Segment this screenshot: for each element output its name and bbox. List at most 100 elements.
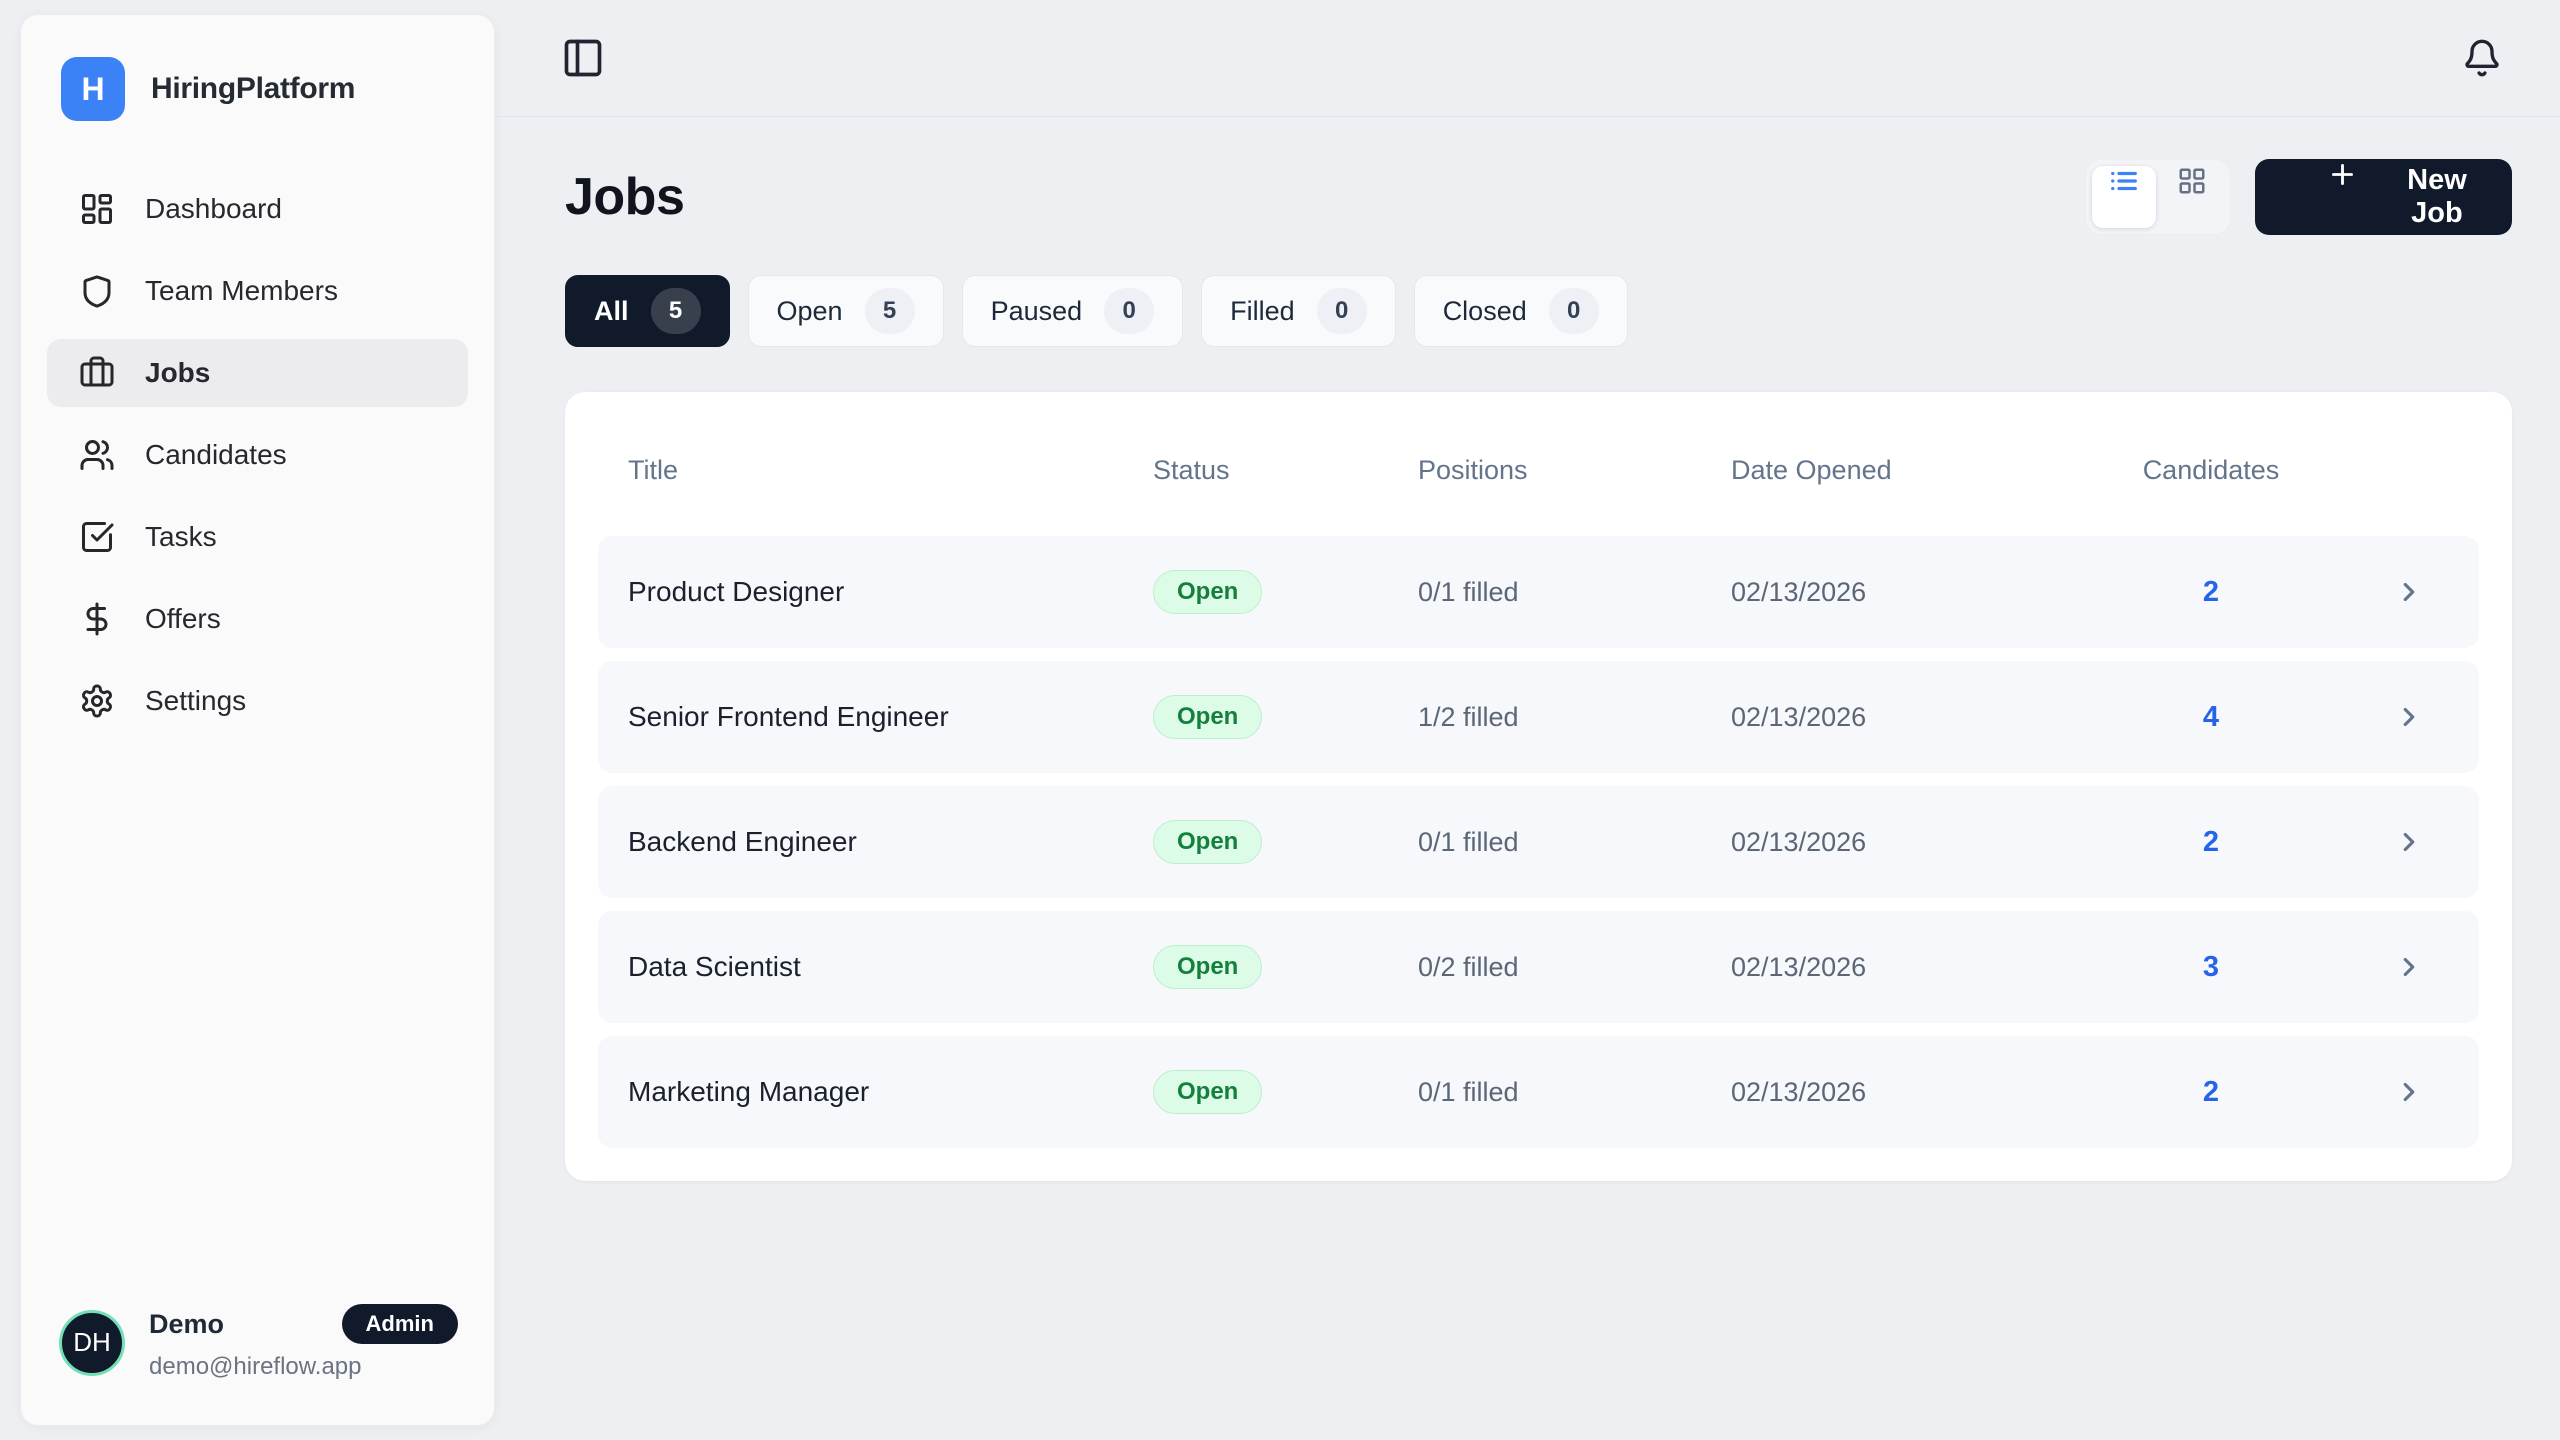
column-header-date-opened: Date Opened — [1731, 455, 1892, 485]
brand-name: HiringPlatform — [151, 72, 356, 105]
status-cell: Open — [1153, 1070, 1418, 1114]
table-row[interactable]: Data Scientist Open 0/2 filled 02/13/202… — [598, 911, 2479, 1023]
column-header-status: Status — [1153, 455, 1230, 485]
status-cell: Open — [1153, 945, 1418, 989]
layout-dashboard-icon — [79, 191, 115, 227]
table-row[interactable]: Backend Engineer Open 0/1 filled 02/13/2… — [598, 786, 2479, 898]
sidebar-item-label: Jobs — [145, 357, 211, 388]
sidebar-item-candidates[interactable]: Candidates — [47, 421, 468, 489]
filter-tab-count: 0 — [1316, 288, 1367, 334]
table-row[interactable]: Marketing Manager Open 0/1 filled 02/13/… — [598, 1036, 2479, 1148]
sidebar-item-settings[interactable]: Settings — [47, 667, 468, 735]
column-header-candidates: Candidates — [2142, 455, 2280, 485]
sidebar: H HiringPlatform Dashboard Team Members … — [20, 14, 495, 1426]
filter-tab-label: Filled — [1230, 295, 1295, 326]
table-row[interactable]: Senior Frontend Engineer Open 1/2 filled… — [598, 661, 2479, 773]
positions-cell: 0/1 filled — [1418, 576, 1519, 607]
brand-logo: H — [61, 57, 125, 121]
candidates-count-link[interactable]: 3 — [2202, 950, 2220, 983]
page-head: Jobs New Job — [565, 159, 2512, 235]
notifications-button[interactable] — [2462, 38, 2502, 78]
avatar-initials: DH — [73, 1327, 111, 1357]
job-title-cell: Backend Engineer — [628, 826, 857, 857]
role-badge: Admin — [341, 1304, 458, 1344]
status-badge: Open — [1153, 820, 1263, 864]
jobs-table-card: Title Status Positions Date Opened Candidate… — [565, 392, 2512, 1181]
filter-tab-paused[interactable]: Paused 0 — [961, 275, 1184, 347]
sidebar-item-team-members[interactable]: Team Members — [47, 257, 468, 325]
candidates-count-link[interactable]: 2 — [2202, 825, 2220, 858]
status-badge: Open — [1153, 1070, 1263, 1114]
filter-tab-label: Open — [776, 295, 843, 326]
gear-icon — [79, 683, 115, 719]
chevron-right-icon[interactable] — [2394, 952, 2449, 982]
avatar: DH — [59, 1309, 125, 1376]
job-title-cell: Marketing Manager — [628, 1076, 870, 1107]
sidebar-item-tasks[interactable]: Tasks — [47, 503, 468, 571]
date-opened-cell: 02/13/2026 — [1731, 951, 1867, 982]
filter-tab-all[interactable]: All 5 — [565, 275, 730, 347]
users-icon — [79, 437, 115, 473]
view-toggle-list[interactable] — [2091, 166, 2156, 228]
date-opened-cell: 02/13/2026 — [1731, 1076, 1867, 1107]
job-title-cell: Data Scientist — [628, 951, 801, 982]
chevron-right-icon[interactable] — [2394, 827, 2449, 857]
head-actions: New Job — [2084, 159, 2512, 235]
filter-tab-open[interactable]: Open 5 — [747, 275, 944, 347]
job-title-cell: Product Designer — [628, 576, 845, 607]
chevron-right-icon[interactable] — [2394, 1077, 2449, 1107]
candidates-count-link[interactable]: 2 — [2202, 575, 2220, 608]
filter-tab-closed[interactable]: Closed 0 — [1413, 275, 1628, 347]
filter-tab-filled[interactable]: Filled 0 — [1201, 275, 1396, 347]
filter-tabs: All 5 Open 5 Paused 0 Filled 0 Closed 0 — [565, 275, 2512, 347]
job-title-cell: Senior Frontend Engineer — [628, 701, 949, 732]
user-info: Demo Admin demo@hireflow.app — [149, 1304, 458, 1381]
positions-cell: 0/1 filled — [1418, 1076, 1519, 1107]
sidebar-item-label: Candidates — [145, 439, 287, 470]
date-opened-cell: 02/13/2026 — [1731, 576, 1867, 607]
user-name: Demo — [149, 1308, 225, 1339]
grid-view-icon — [2160, 166, 2224, 228]
sidebar-spacer — [21, 755, 494, 1274]
table-body: Product Designer Open 0/1 filled 02/13/2… — [598, 536, 2479, 1148]
bell-icon — [2462, 38, 2502, 78]
status-cell: Open — [1153, 695, 1418, 739]
sidebar-item-offers[interactable]: Offers — [47, 585, 468, 653]
user-block[interactable]: DH Demo Admin demo@hireflow.app — [21, 1274, 494, 1425]
chevron-right-icon[interactable] — [2394, 702, 2449, 732]
sidebar-item-jobs[interactable]: Jobs — [47, 339, 468, 407]
candidates-count-link[interactable]: 2 — [2202, 1075, 2220, 1108]
view-toggle-grid[interactable] — [2160, 166, 2224, 228]
chevron-right-icon[interactable] — [2394, 577, 2449, 607]
status-cell: Open — [1153, 570, 1418, 614]
column-header-positions: Positions — [1418, 455, 1528, 485]
column-header-title: Title — [628, 455, 679, 485]
positions-cell: 0/2 filled — [1418, 951, 1519, 982]
filter-tab-count: 0 — [1104, 288, 1155, 334]
sidebar-item-label: Dashboard — [145, 193, 282, 224]
status-cell: Open — [1153, 820, 1418, 864]
sidebar-nav: Dashboard Team Members Jobs Candidates T… — [21, 155, 494, 755]
positions-cell: 0/1 filled — [1418, 826, 1519, 857]
status-badge: Open — [1153, 695, 1263, 739]
new-job-button-label: New Job — [2407, 164, 2467, 229]
date-opened-cell: 02/13/2026 — [1731, 826, 1867, 857]
content: Jobs New Job — [495, 117, 2560, 1440]
main-area: Jobs New Job — [495, 0, 2560, 1440]
status-badge: Open — [1153, 945, 1263, 989]
new-job-button[interactable]: New Job — [2254, 159, 2512, 235]
positions-cell: 1/2 filled — [1418, 701, 1519, 732]
sidebar-toggle-button[interactable] — [561, 36, 605, 80]
sidebar-item-dashboard[interactable]: Dashboard — [47, 175, 468, 243]
filter-tab-label: Closed — [1442, 295, 1527, 326]
table-row[interactable]: Product Designer Open 0/1 filled 02/13/2… — [598, 536, 2479, 648]
candidates-count-link[interactable]: 4 — [2202, 700, 2220, 733]
sidebar-item-label: Team Members — [145, 275, 338, 306]
briefcase-icon — [79, 355, 115, 391]
filter-tab-count: 5 — [864, 288, 915, 334]
shield-icon — [79, 273, 115, 309]
filter-tab-count: 0 — [1548, 288, 1599, 334]
status-badge: Open — [1153, 570, 1263, 614]
sidebar-item-label: Settings — [145, 685, 247, 716]
